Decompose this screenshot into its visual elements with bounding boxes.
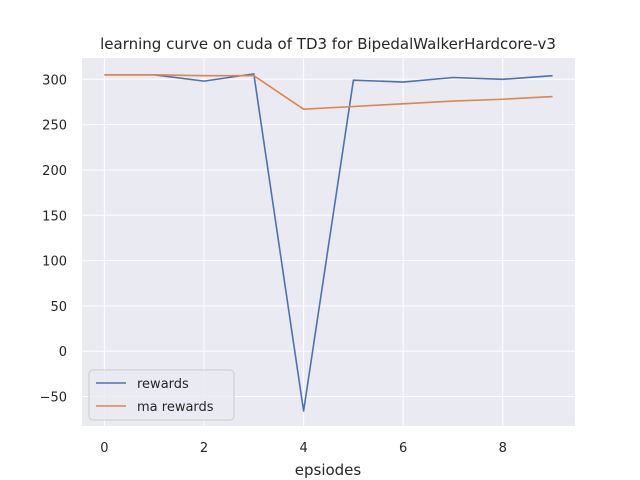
series-line-1 [104, 73, 553, 412]
legend-label: rewards [137, 377, 189, 392]
grid [82, 58, 575, 426]
y-tick-label: 100 [42, 255, 67, 270]
y-axis-ticks: −50 0 50 100 150 200 250 300 [40, 73, 67, 405]
y-tick-label: 200 [42, 164, 67, 179]
series-line-2 [104, 73, 553, 111]
legend-label: ma rewards [137, 400, 214, 415]
y-tick-label: 250 [42, 119, 67, 134]
y-tick-label: −50 [40, 391, 67, 406]
legend: rewards ma rewards [88, 369, 235, 421]
x-tick-label: 2 [200, 441, 208, 456]
x-tick-label: 4 [299, 441, 307, 456]
y-tick-label: 0 [59, 345, 67, 360]
y-tick-label: 50 [50, 300, 67, 315]
y-tick-label: 150 [42, 209, 67, 224]
chart-title: learning curve on cuda of TD3 for Bipeda… [100, 35, 556, 53]
x-tick-label: 6 [399, 441, 407, 456]
series-layer [104, 73, 553, 412]
x-tick-label: 0 [100, 441, 108, 456]
y-tick-label: 300 [42, 73, 67, 88]
x-tick-label: 8 [499, 441, 507, 456]
x-axis-title: epsiodes [295, 461, 362, 479]
x-axis-ticks: 0 2 4 6 8 [100, 441, 507, 456]
